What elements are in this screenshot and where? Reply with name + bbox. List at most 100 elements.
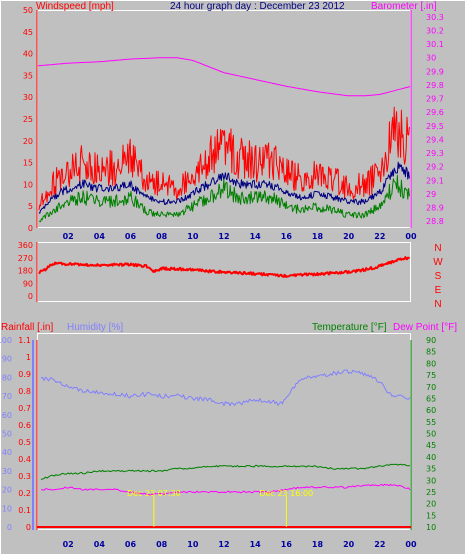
direction-tick-labels: 0 90 180 270 360 — [18, 241, 33, 301]
temp-tick-1: 15 — [426, 511, 436, 520]
humidity-tick-4: 40 — [2, 448, 12, 457]
rain-tick-7: 0.7 — [18, 404, 31, 413]
temp-tick-9: 55 — [426, 418, 436, 427]
wind-tick-5: 25 — [23, 115, 33, 124]
rain-tick-1: 0.1 — [18, 506, 31, 515]
series-wind_min — [39, 174, 410, 223]
humidity-tick-6: 60 — [2, 411, 12, 420]
baro-tick-8: 29.6 — [426, 108, 444, 117]
baro-axis-title: Barometer [.in] — [371, 1, 437, 12]
top-x-tick-0: 02 — [63, 232, 74, 241]
top-x-tick-3: 08 — [156, 232, 168, 241]
temp-tick-13: 75 — [426, 371, 436, 380]
top-x-tick-5: 12 — [218, 232, 229, 241]
rain-tick-11: 1.1 — [18, 336, 31, 345]
series-temperature — [40, 463, 411, 480]
baro-tick-2: 29 — [426, 190, 436, 199]
baro-tick-11: 29.9 — [426, 67, 444, 76]
annotation-label-ann1: Dec 23 07:30 — [127, 489, 181, 498]
baro-tick-6: 29.4 — [426, 135, 444, 144]
temp-tick-2: 20 — [426, 500, 436, 509]
compass-3: E — [435, 285, 442, 296]
rain-tick-5: 0.5 — [18, 438, 31, 447]
baro-tick-10: 29.8 — [426, 81, 444, 90]
temp-tick-7: 45 — [426, 441, 436, 450]
top-x-tick-2: 06 — [125, 232, 137, 241]
baro-tick-7: 29.5 — [426, 122, 444, 131]
dir-tick-1: 90 — [23, 279, 33, 288]
humidity-tick-5: 50 — [2, 430, 12, 439]
series-gust — [38, 106, 410, 211]
dir-tick-3: 270 — [18, 254, 33, 263]
temp-tick-0: 10 — [426, 523, 436, 532]
top-x-tick-1: 04 — [94, 232, 106, 241]
bottom-x-tick-5: 12 — [218, 540, 229, 549]
bottom-x-tick-11: 00 — [405, 540, 417, 549]
baro-tick-labels: 28.8 28.9 29 29.1 29.2 29.3 29.4 29.5 29.6 29.7 29… — [426, 13, 444, 226]
wind-axis-title: Windspeed [mph] — [36, 1, 114, 12]
top-series — [37, 57, 411, 223]
humidity-tick-10: 100 — [0, 336, 12, 345]
bottom-x-tick-7: 16 — [281, 540, 293, 549]
rain-tick-8: 0.8 — [18, 387, 31, 396]
series-direction — [38, 256, 411, 278]
baro-tick-5: 29.3 — [426, 149, 444, 158]
rain-tick-3: 0.3 — [18, 472, 31, 481]
bottom-series — [37, 369, 411, 528]
wind-tick-6: 30 — [23, 93, 33, 102]
wind-tick-7: 35 — [23, 71, 33, 80]
bottom-x-tick-9: 20 — [343, 540, 355, 549]
temp-tick-4: 30 — [426, 476, 436, 485]
wind-tick-3: 15 — [23, 159, 33, 168]
temp-tick-5: 35 — [426, 465, 436, 474]
top-x-tick-6: 14 — [250, 232, 262, 241]
bottom-x-tick-0: 02 — [63, 540, 74, 549]
wind-tick-1: 5 — [28, 202, 33, 211]
series-humidity — [40, 369, 411, 407]
direction-series — [38, 256, 411, 278]
rain-axis-title: Rainfall [.in] — [1, 322, 53, 333]
top-x-tick-labels: 02 04 06 08 10 12 14 16 18 20 22 00 — [63, 232, 417, 241]
temp-tick-labels: 10 15 20 25 30 35 40 45 50 55 60 65 70 75 80 85 90 — [426, 336, 436, 532]
wind-tick-0: 0 — [28, 224, 33, 233]
baro-tick-1: 28.9 — [426, 204, 444, 213]
temp-tick-16: 90 — [426, 336, 436, 345]
baro-tick-9: 29.7 — [426, 95, 444, 104]
top-x-tick-9: 20 — [343, 232, 355, 241]
wind-tick-labels: 0 5 10 15 20 25 30 35 40 45 50 — [23, 6, 33, 233]
humidity-axis-title: Humidity [%] — [67, 322, 123, 333]
humidity-tick-8: 80 — [2, 373, 12, 382]
humidity-tick-2: 20 — [2, 486, 12, 495]
temp-tick-8: 50 — [426, 430, 436, 439]
bottom-x-tick-2: 06 — [125, 540, 137, 549]
temp-tick-10: 60 — [426, 406, 436, 415]
rain-tick-9: 0.9 — [18, 370, 31, 379]
humidity-tick-9: 90 — [2, 355, 12, 364]
bottom-x-tick-1: 04 — [94, 540, 106, 549]
humidity-tick-3: 30 — [2, 467, 12, 476]
humidity-tick-0: 0 — [7, 523, 12, 532]
baro-tick-15: 30.3 — [426, 13, 444, 22]
temp-tick-3: 25 — [426, 488, 436, 497]
dir-tick-0: 0 — [28, 292, 33, 301]
bottom-x-tick-labels: 02 04 06 08 10 12 14 16 18 20 22 00 — [63, 540, 417, 549]
humidity-tick-7: 70 — [2, 392, 12, 401]
top-x-tick-10: 22 — [374, 232, 385, 241]
temp-axis-title: Temperature [°F] — [312, 322, 387, 333]
rain-tick-4: 0.4 — [18, 455, 31, 464]
series-barometer — [37, 57, 411, 97]
temp-tick-6: 40 — [426, 453, 436, 462]
temp-tick-11: 65 — [426, 394, 436, 403]
annotations: Dec 23 07:30 Dec 23 16:00 — [127, 489, 313, 527]
dew-axis-title: Dew Point [°F] — [393, 322, 457, 333]
top-x-tick-11: 00 — [405, 232, 417, 241]
dir-tick-4: 360 — [18, 241, 33, 250]
wind-tick-10: 50 — [23, 6, 33, 15]
compass-0: N — [434, 243, 441, 254]
rain-tick-0: 0 — [26, 523, 31, 532]
baro-tick-4: 29.2 — [426, 163, 444, 172]
humidity-tick-labels: 0 10 20 30 40 50 60 70 80 90 100 — [0, 336, 12, 532]
